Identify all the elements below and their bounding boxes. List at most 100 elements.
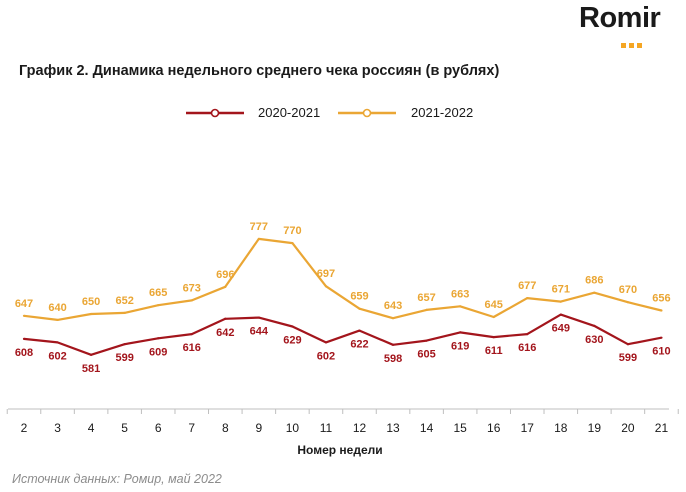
x-tick-label: 14 bbox=[420, 421, 434, 435]
data-label: 643 bbox=[384, 300, 402, 312]
x-tick-label: 7 bbox=[188, 421, 195, 435]
data-point bbox=[190, 299, 193, 302]
data-label: 659 bbox=[350, 291, 368, 303]
data-point bbox=[22, 314, 26, 317]
data-label: 602 bbox=[317, 350, 335, 362]
chart-title: График 2. Динамика недельного среднего ч… bbox=[19, 63, 500, 79]
logo-dot bbox=[637, 43, 642, 48]
x-tick-label: 2 bbox=[21, 421, 28, 435]
data-point bbox=[190, 333, 193, 336]
x-tick-label: 8 bbox=[222, 421, 229, 435]
chart-legend: 2020-2021 2021-2022 bbox=[186, 105, 473, 120]
x-tick-label: 19 bbox=[588, 421, 602, 435]
data-point bbox=[593, 291, 596, 294]
logo-text: Romir bbox=[579, 2, 661, 34]
data-label: 616 bbox=[518, 342, 536, 354]
data-point bbox=[358, 307, 361, 310]
data-point bbox=[526, 333, 529, 336]
data-label: 608 bbox=[15, 347, 33, 359]
x-tick-label: 21 bbox=[655, 421, 669, 435]
data-point bbox=[459, 305, 462, 308]
data-label: 777 bbox=[250, 221, 268, 233]
data-point bbox=[324, 285, 328, 288]
data-label: 647 bbox=[15, 298, 33, 310]
romir-logo: Romir bbox=[579, 2, 679, 48]
x-tick-label: 10 bbox=[286, 421, 300, 435]
logo-dots bbox=[621, 35, 645, 53]
data-point bbox=[358, 329, 361, 332]
data-label: 671 bbox=[552, 284, 570, 296]
x-tick-label: 9 bbox=[256, 421, 263, 435]
data-point bbox=[559, 300, 562, 303]
data-label: 629 bbox=[283, 334, 301, 346]
x-axis: 2 3 4 5 6 7 8 9 10 11 12 13 14 15 16 17 18 19 20 21 bbox=[6, 408, 679, 435]
logo-dot bbox=[621, 43, 626, 48]
data-point bbox=[224, 317, 227, 320]
data-label: 598 bbox=[384, 353, 402, 365]
data-point bbox=[324, 341, 328, 344]
series-line-2020-2021 bbox=[23, 313, 662, 356]
data-label: 610 bbox=[652, 346, 670, 358]
data-point bbox=[391, 317, 395, 320]
x-tick-label: 20 bbox=[621, 421, 635, 435]
data-label: 649 bbox=[552, 323, 570, 335]
data-point bbox=[224, 285, 227, 288]
data-point bbox=[459, 331, 462, 334]
data-label: 645 bbox=[485, 299, 503, 311]
data-label: 622 bbox=[350, 339, 368, 351]
x-tick-label: 6 bbox=[155, 421, 162, 435]
data-label: 642 bbox=[216, 327, 234, 339]
data-label: 652 bbox=[115, 295, 133, 307]
data-point bbox=[391, 343, 395, 346]
data-point bbox=[526, 296, 529, 300]
x-tick-label: 13 bbox=[386, 421, 400, 435]
legend-label: 2020-2021 bbox=[258, 105, 320, 120]
x-tick-label: 17 bbox=[521, 421, 535, 435]
data-label: 696 bbox=[216, 269, 234, 281]
data-point bbox=[492, 335, 495, 339]
x-tick-label: 15 bbox=[453, 421, 467, 435]
data-label: 599 bbox=[115, 352, 133, 364]
data-point bbox=[90, 312, 93, 316]
data-label: 609 bbox=[149, 346, 167, 358]
data-label: 602 bbox=[48, 350, 66, 362]
data-point bbox=[291, 241, 294, 245]
logo-dot bbox=[629, 43, 634, 48]
data-point bbox=[157, 337, 160, 340]
data-point bbox=[660, 336, 663, 339]
data-point bbox=[660, 309, 663, 312]
data-label: 581 bbox=[82, 363, 100, 375]
x-tick-label: 3 bbox=[54, 421, 61, 435]
data-label: 770 bbox=[283, 225, 301, 237]
x-tick-label: 5 bbox=[121, 421, 128, 435]
data-label: 619 bbox=[451, 340, 469, 352]
data-source-note: Источник данных: Ромир, май 2022 bbox=[12, 472, 222, 486]
data-point bbox=[291, 325, 294, 328]
x-tick-label: 16 bbox=[487, 421, 501, 435]
legend-marker bbox=[210, 108, 220, 118]
data-point bbox=[593, 324, 596, 327]
data-label: 697 bbox=[317, 268, 335, 280]
data-point bbox=[123, 343, 126, 346]
data-point bbox=[22, 337, 26, 340]
data-point bbox=[626, 301, 630, 304]
data-point bbox=[90, 353, 93, 356]
data-point bbox=[56, 318, 59, 322]
data-point bbox=[425, 339, 428, 342]
data-point bbox=[56, 341, 59, 344]
data-label: 605 bbox=[417, 349, 435, 361]
data-point bbox=[492, 315, 495, 319]
data-point bbox=[157, 304, 160, 307]
data-label: 616 bbox=[183, 342, 201, 354]
data-label: 630 bbox=[585, 334, 603, 346]
data-label: 656 bbox=[652, 292, 670, 304]
x-tick-label: 11 bbox=[320, 421, 333, 435]
x-tick-label: 18 bbox=[554, 421, 568, 435]
data-label: 657 bbox=[417, 292, 435, 304]
data-point bbox=[559, 313, 562, 316]
data-label: 673 bbox=[183, 282, 201, 294]
data-label: 611 bbox=[485, 345, 503, 357]
data-point bbox=[626, 343, 630, 346]
plot-area: 608 602 581 599 609 616 642 644 629 602 622 598 605 6… bbox=[15, 221, 671, 375]
data-label: 640 bbox=[48, 302, 66, 314]
